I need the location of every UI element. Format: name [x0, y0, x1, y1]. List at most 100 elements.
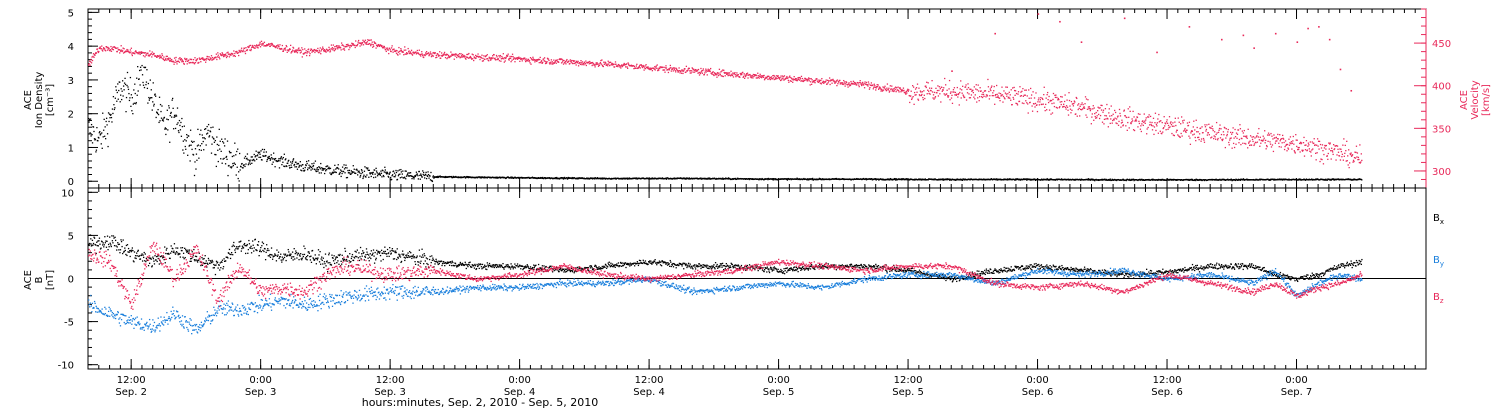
velocity-point — [268, 43, 270, 45]
velocity-point — [707, 68, 709, 70]
density-point — [1165, 179, 1168, 181]
velocity-point — [408, 50, 410, 52]
velocity-point — [502, 53, 504, 55]
velocity-point — [957, 93, 959, 96]
velocity-point — [134, 53, 136, 55]
density-point — [94, 138, 97, 140]
density-point — [643, 177, 645, 179]
velocity-point — [495, 59, 497, 61]
velocity-point — [1051, 102, 1053, 105]
density-point — [247, 159, 249, 161]
velocity-point — [891, 85, 893, 87]
velocity-point — [706, 74, 708, 76]
velocity-point — [1033, 103, 1035, 105]
density-point — [93, 138, 96, 140]
velocity-point — [208, 56, 210, 58]
density-point — [273, 159, 276, 161]
velocity-point — [1038, 97, 1040, 99]
velocity-point — [966, 88, 968, 91]
density-point — [734, 177, 737, 180]
velocity-point — [850, 82, 853, 84]
velocity-point — [237, 51, 239, 54]
velocity-point — [489, 58, 491, 60]
velocity-point — [676, 70, 679, 72]
density-point — [314, 160, 317, 162]
density-point — [175, 115, 178, 117]
velocity-point — [656, 67, 658, 69]
velocity-point — [785, 77, 787, 80]
density-point — [206, 132, 209, 134]
velocity-point — [760, 76, 762, 78]
velocity-point — [271, 43, 273, 45]
velocity-point — [310, 48, 313, 51]
density-point — [111, 108, 114, 110]
density-point — [811, 178, 813, 181]
velocity-point — [202, 58, 204, 60]
velocity-point — [890, 88, 892, 90]
velocity-point — [669, 67, 671, 69]
velocity-point — [333, 50, 335, 52]
velocity-point — [989, 95, 991, 97]
velocity-point — [333, 47, 335, 50]
density-point — [1220, 179, 1223, 181]
density-point — [562, 177, 564, 179]
density-point — [252, 159, 254, 162]
velocity-point — [713, 74, 715, 77]
velocity-point — [723, 69, 725, 71]
density-point — [1100, 179, 1103, 181]
velocity-point — [714, 72, 716, 75]
velocity-point — [868, 88, 871, 90]
velocity-point — [676, 68, 678, 70]
velocity-axis-title-line: ACE — [1459, 90, 1470, 110]
velocity-point — [590, 62, 592, 65]
density-point — [216, 136, 218, 138]
velocity-point — [252, 46, 254, 48]
velocity-point — [797, 77, 799, 79]
velocity-point — [877, 86, 879, 88]
velocity-point — [643, 67, 646, 69]
velocity-point — [614, 61, 617, 63]
density-point — [156, 111, 158, 114]
velocity-point — [645, 64, 647, 66]
velocity-point — [570, 61, 572, 63]
velocity-point — [624, 63, 626, 66]
density-point — [191, 141, 194, 143]
velocity-point — [542, 61, 544, 64]
velocity-point — [784, 78, 786, 80]
density-point — [414, 175, 417, 178]
velocity-point — [364, 39, 367, 41]
velocity-point — [535, 59, 537, 61]
density-point — [115, 86, 117, 88]
velocity-point — [439, 51, 441, 53]
density-point — [409, 172, 412, 174]
velocity-point — [726, 73, 728, 75]
velocity-point — [103, 46, 105, 49]
velocity-point — [838, 81, 840, 83]
velocity-point — [278, 48, 281, 50]
velocity-point — [641, 65, 643, 67]
velocity-point — [626, 66, 628, 68]
density-point — [413, 176, 416, 178]
velocity-point — [430, 55, 433, 58]
velocity-point — [1063, 103, 1065, 105]
velocity-point — [644, 67, 647, 70]
velocity-point — [858, 84, 860, 86]
velocity-point — [665, 67, 668, 69]
velocity-point — [104, 50, 107, 52]
density-point — [125, 96, 128, 99]
density-point — [318, 166, 320, 168]
velocity-point — [251, 44, 253, 47]
velocity-point — [93, 54, 96, 56]
velocity-point — [970, 88, 972, 90]
velocity-point — [979, 95, 981, 98]
velocity-point — [1032, 91, 1034, 93]
velocity-point — [347, 43, 349, 46]
velocity-point — [584, 62, 586, 64]
velocity-point — [173, 57, 176, 59]
density-point — [772, 179, 774, 181]
velocity-point — [718, 72, 720, 74]
velocity-point — [88, 60, 91, 62]
density-point — [236, 166, 238, 168]
velocity-point — [818, 79, 820, 81]
velocity-point — [735, 76, 737, 78]
